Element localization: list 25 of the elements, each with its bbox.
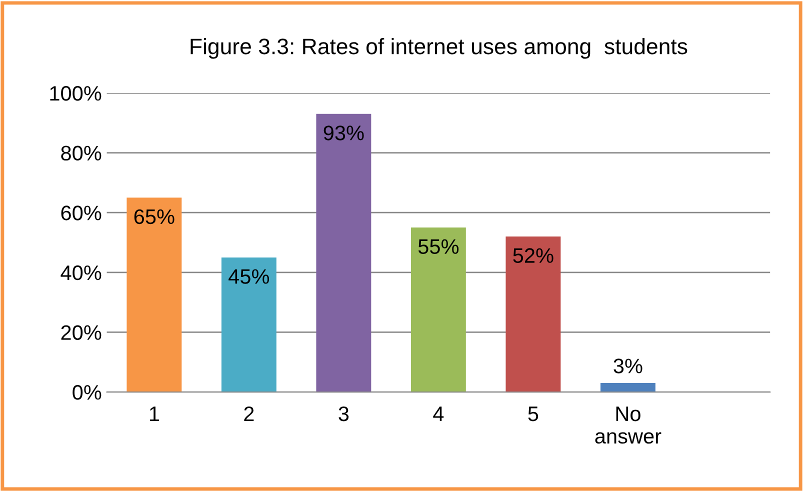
x-tick-label: 4 [433,406,444,421]
x-tick-label: 1 [150,406,159,421]
y-tick-label: 80% [61,146,102,161]
x-tick-label: No answer [595,406,662,444]
y-tick-label: 20% [61,325,102,340]
bar [600,383,656,392]
bar [410,228,466,392]
data-label: 65% [134,209,174,224]
y-tick-label: 100% [50,86,102,101]
x-tick-label: 3 [338,406,349,422]
x-tick-label: 5 [528,406,538,422]
data-label: 45% [228,269,270,284]
y-tick-label: 40% [60,265,102,280]
data-label: 3% [614,358,642,374]
x-tick-label: 2 [244,406,254,421]
data-label: 93% [324,126,364,140]
chart-title: Figure 3.3: Rates of internet uses among students [190,38,688,59]
y-tick-label: 0% [72,385,102,400]
data-label: 52% [513,248,554,263]
bar [506,236,561,392]
bar [221,257,276,392]
bar [126,198,182,392]
y-tick-label: 60% [61,206,102,220]
data-label: 55% [418,239,459,254]
bar [316,114,372,392]
